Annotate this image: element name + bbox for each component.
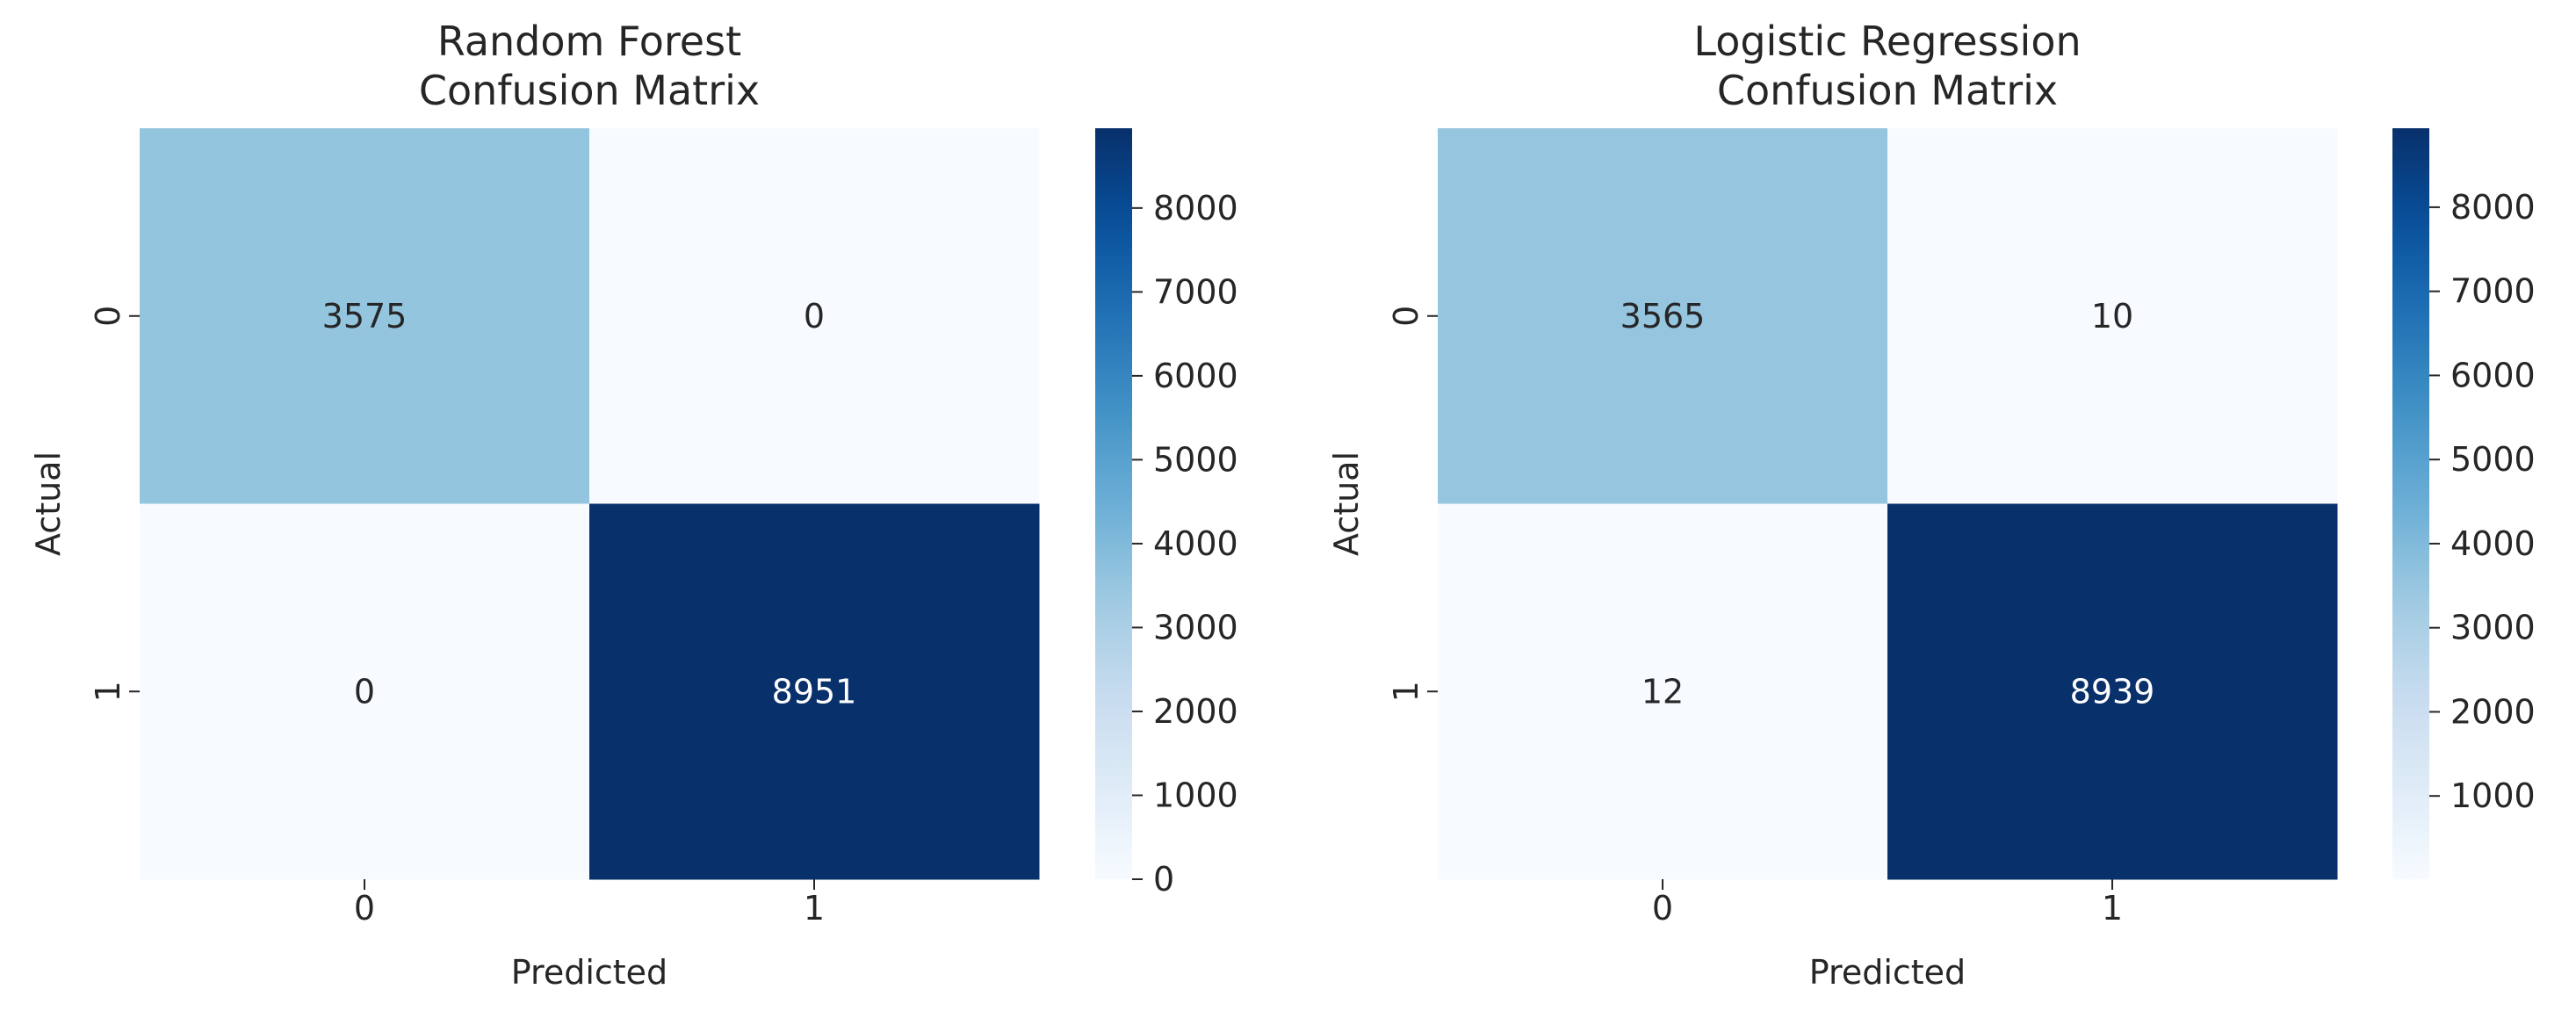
random-forest-y-tick-label: 1 <box>89 681 127 702</box>
logistic-regression-panel: Logistic Regression Confusion Matrix 3565 1… <box>1327 18 2536 992</box>
random-forest-colorbar-tick-label: 8000 <box>1153 189 1238 227</box>
logistic-regression-colorbar-tick-label: 3000 <box>2450 609 2536 647</box>
logistic-regression-cell-label-r0-c0: 3565 <box>1620 297 1706 336</box>
random-forest-cell-label-r0-c0: 3575 <box>322 297 408 336</box>
random-forest-cell-label-r1-c1: 8951 <box>772 672 857 711</box>
random-forest-cell-label-r1-c0: 0 <box>354 672 375 711</box>
random-forest-colorbar-tick-label: 7000 <box>1153 272 1238 311</box>
random-forest-colorbar-tick-label: 5000 <box>1153 440 1238 479</box>
random-forest-panel: Random Forest Confusion Matrix 3575 0 0 8951 0… <box>29 18 1238 992</box>
random-forest-x-tick-label: 1 <box>804 889 825 928</box>
random-forest-x-tick-label: 0 <box>354 889 375 928</box>
logistic-regression-colorbar-tick-label: 1000 <box>2450 776 2536 815</box>
logistic-regression-colorbar-tick-label: 7000 <box>2450 272 2536 311</box>
logistic-regression-colorbar-tick-label: 6000 <box>2450 356 2536 394</box>
random-forest-colorbar-tick-label: 2000 <box>1153 692 1238 731</box>
random-forest-colorbar-tick-label: 0 <box>1153 860 1174 899</box>
logistic-regression-cell-r1-c1 <box>1887 503 2338 880</box>
random-forest-cell-r0-c1 <box>589 128 1040 504</box>
random-forest-cell-r1-c1 <box>589 503 1040 880</box>
logistic-regression-x-axis-label: Predicted <box>1809 953 1966 992</box>
random-forest-colorbar-tick-label: 4000 <box>1153 524 1238 563</box>
random-forest-colorbar-tick-label: 1000 <box>1153 776 1238 814</box>
random-forest-y-axis-label: Actual <box>29 451 68 556</box>
random-forest-x-axis-label: Predicted <box>511 953 667 992</box>
logistic-regression-colorbar-tick-label: 8000 <box>2450 188 2536 227</box>
logistic-regression-y-tick-label: 0 <box>1387 306 1425 327</box>
random-forest-colorbar-tick-label: 6000 <box>1153 357 1238 395</box>
logistic-regression-x-tick-label: 1 <box>2102 889 2123 928</box>
logistic-regression-cell-label-r1-c0: 12 <box>1642 672 1684 711</box>
logistic-regression-colorbar-tick-label: 5000 <box>2450 440 2536 479</box>
logistic-regression-cell-label-r0-c1: 10 <box>2091 297 2133 336</box>
logistic-regression-y-axis-label: Actual <box>1327 451 1366 556</box>
logistic-regression-cell-r1-c0 <box>1438 503 1888 880</box>
logistic-regression-cell-r0-c1 <box>1887 128 2338 504</box>
random-forest-cell-label-r0-c1: 0 <box>804 297 825 336</box>
random-forest-cell-r1-c0 <box>140 503 590 880</box>
logistic-regression-cell-label-r1-c1: 8939 <box>2070 672 2155 711</box>
logistic-regression-colorbar-tick-label: 2000 <box>2450 692 2536 731</box>
logistic-regression-cell-r0-c0 <box>1438 128 1888 504</box>
random-forest-chart-title: Random Forest Confusion Matrix <box>419 18 760 114</box>
logistic-regression-x-tick-label: 0 <box>1652 889 1673 928</box>
random-forest-y-tick-label: 0 <box>89 306 127 327</box>
random-forest-cell-r0-c0 <box>140 128 590 504</box>
random-forest-colorbar <box>1095 128 1132 879</box>
logistic-regression-colorbar-tick-label: 4000 <box>2450 524 2536 563</box>
logistic-regression-colorbar <box>2392 128 2429 879</box>
logistic-regression-y-tick-label: 1 <box>1387 681 1425 702</box>
logistic-regression-chart-title: Logistic Regression Confusion Matrix <box>1693 18 2081 114</box>
random-forest-colorbar-tick-label: 3000 <box>1153 608 1238 646</box>
